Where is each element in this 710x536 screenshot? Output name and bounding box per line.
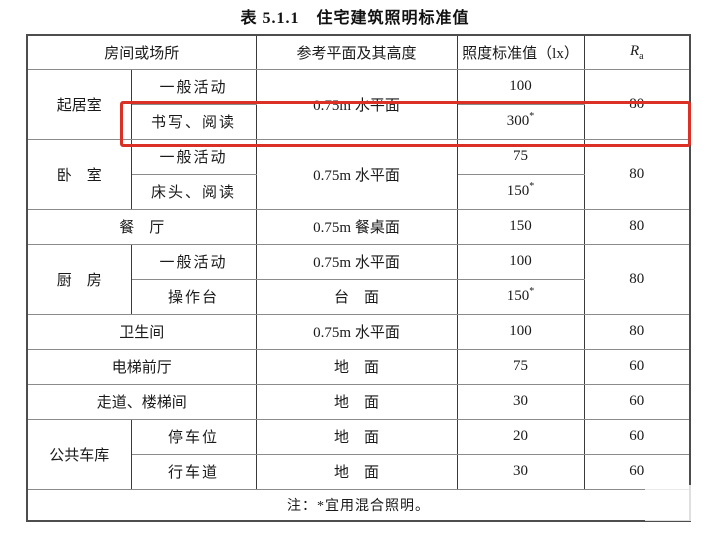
page-title: 表 5.1.1 住宅建筑照明标准值 <box>240 10 470 27</box>
cell-lux: 300* <box>456 103 585 140</box>
cell-lux: 30 <box>456 383 585 420</box>
cell-ra: 60 <box>583 453 691 490</box>
table-row: 起居室 一般活动 0.75m 水平面 100 80 <box>26 68 691 140</box>
table-row: 厨 房 一般活动 0.75m 水平面 100 80 <box>26 243 691 315</box>
cell-room: 卧 室 <box>26 138 132 210</box>
cell-activity: 一般活动 <box>130 138 257 175</box>
table-row: 书写、阅读 300* <box>27 103 690 140</box>
cell-room: 公共车库 <box>26 418 132 490</box>
cell-activity: 行车道 <box>130 453 257 490</box>
cell-room: 厨 房 <box>26 243 132 315</box>
header-illuminance: 照度标准值（lx） <box>456 34 585 70</box>
cell-plane: 0.75m 餐桌面 <box>255 208 458 245</box>
header-room: 房间或场所 <box>26 34 257 70</box>
table-row: 餐 厅 0.75m 餐桌面 150 80 <box>26 208 691 245</box>
header-ra: Ra <box>583 34 691 70</box>
cell-lux: 150* <box>456 278 585 315</box>
cell-activity: 一般活动 <box>130 68 257 105</box>
table-row: 操作台 台 面 150* <box>27 278 690 315</box>
cell-activity: 床头、阅读 <box>130 173 257 210</box>
table-header-row: 房间或场所 参考平面及其高度 照度标准值（lx） Ra <box>26 34 691 70</box>
table-row: 卫生间 0.75m 水平面 100 80 <box>26 313 691 350</box>
cell-lux: 150 <box>456 208 585 245</box>
cell-ra: 80 <box>583 313 691 350</box>
cell-ra: 80 <box>583 243 691 315</box>
cell-plane: 0.75m 水平面 <box>255 243 458 280</box>
cell-plane: 0.75m 水平面 <box>255 313 458 350</box>
table-row: 电梯前厅 地 面 75 60 <box>26 348 691 385</box>
cell-lux: 100 <box>456 313 585 350</box>
cell-lux: 75 <box>456 348 585 385</box>
table-row: 走道、楼梯间 地 面 30 60 <box>26 383 691 420</box>
cell-ra: 60 <box>583 418 691 455</box>
cell-room: 走道、楼梯间 <box>26 383 257 420</box>
cell-room: 电梯前厅 <box>26 348 257 385</box>
cell-plane: 地 面 <box>255 383 458 420</box>
cell-room: 起居室 <box>26 68 132 140</box>
cell-plane: 地 面 <box>255 418 458 455</box>
table-row: 公共车库 停车位 地 面 20 60 <box>26 418 691 490</box>
table-row: 行车道 地 面 30 60 <box>27 453 691 490</box>
cell-plane: 0.75m 水平面 <box>255 68 458 140</box>
cell-activity: 停车位 <box>130 418 257 455</box>
table-row: 卧 室 一般活动 0.75m 水平面 75 80 <box>26 138 691 210</box>
table-row: 床头、阅读 150* <box>27 173 690 210</box>
cell-room: 卫生间 <box>26 313 257 350</box>
cell-ra: 80 <box>583 208 691 245</box>
cell-plane: 地 面 <box>255 453 458 490</box>
cell-plane: 台 面 <box>255 278 458 315</box>
cell-ra: 60 <box>583 383 691 420</box>
lighting-standards-table: 房间或场所 参考平面及其高度 照度标准值（lx） Ra 起居室 一般活动 0.7… <box>26 34 692 522</box>
cell-lux: 20 <box>456 418 585 455</box>
cell-lux: 150* <box>456 173 585 210</box>
cell-lux: 100 <box>456 243 585 280</box>
cell-lux: 75 <box>456 138 585 175</box>
cell-lux: 30 <box>456 453 585 490</box>
cell-activity: 书写、阅读 <box>130 103 257 140</box>
cell-plane: 0.75m 水平面 <box>255 138 458 210</box>
cell-activity: 操作台 <box>130 278 257 315</box>
header-plane: 参考平面及其高度 <box>255 34 458 70</box>
cell-lux: 100 <box>456 68 585 105</box>
cell-ra: 80 <box>583 138 691 210</box>
cell-ra: 80 <box>583 68 691 140</box>
table-row: 注：*宜用混合照明。 <box>26 488 691 522</box>
cell-activity: 一般活动 <box>130 243 257 280</box>
cell-ra: 60 <box>583 348 691 385</box>
table-note: 注：*宜用混合照明。 <box>26 488 691 522</box>
cell-plane: 地 面 <box>255 348 458 385</box>
cell-room: 餐 厅 <box>26 208 257 245</box>
